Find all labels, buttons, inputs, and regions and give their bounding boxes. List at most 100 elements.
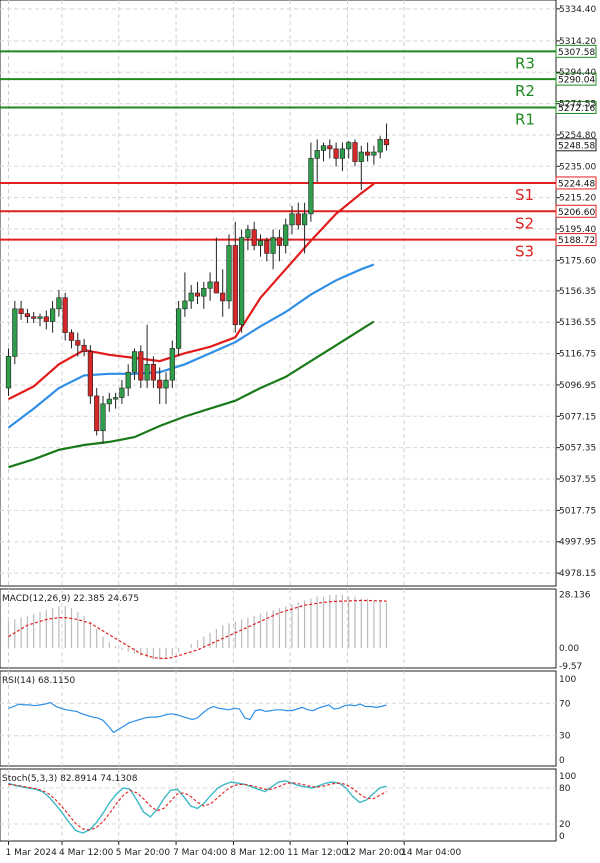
candle-body [131,351,138,373]
level-value-r1: 5272.16 [558,104,595,114]
time-axis: 1 Mar 2024 4 Mar 12:00 5 Mar 20:00 7 Mar 04… [6,841,462,858]
macd-tick-label: 28.136 [559,591,591,601]
stoch-tick-label: 100 [559,772,576,782]
level-value-s1: 5224.48 [558,179,595,189]
candle-body [239,237,245,325]
candle-body [371,151,377,156]
candle-body [62,297,68,333]
price-tick-label: 5136.55 [559,318,596,328]
candle-body [87,351,93,397]
rsi-panel: RSI(14) 68.1150 100 70 30 0 [0,675,576,766]
candle-body [68,332,75,341]
pivot-levels: R3 5307.58 R2 5290.04 R1 5272.16 S1 5224.48 S2 52… [0,44,597,261]
candle-body [5,356,12,389]
level-name-r3: R3 [515,54,535,72]
candle-body [314,150,320,159]
candle-body [226,245,232,302]
price-tick-label: 5037.55 [559,475,596,485]
candle-body [12,308,18,357]
level-tag [555,100,597,114]
candle-body [157,379,163,389]
level-value-s2: 5206.60 [558,208,595,218]
stoch-panel: Stoch(5,3,3) 82.8914 74.1308 100 80 20 0 [0,772,576,842]
time-label: 14 Mar 04:00 [401,848,461,858]
candle-body [138,351,144,381]
rsi-tick-label: 70 [559,699,571,709]
candle-body [383,139,390,146]
macd-label: MACD(12,26,9) 22.385 24.675 [2,594,139,604]
candlesticks [5,123,390,444]
price-tick-label: 5077.15 [559,412,596,422]
price-tick-label: 5235.00 [559,162,596,172]
price-axis: 5334.40 5314.20 5294.40 5274.55 5254.80 5235.… [556,5,596,579]
price-tick-label: 5175.60 [559,256,596,266]
candle-body [207,281,213,289]
level-name-s3: S3 [515,243,534,261]
candle-body [364,151,371,156]
candle-body [18,308,24,314]
candle-body [194,292,201,297]
time-label: 12 Mar 20:00 [344,848,404,858]
candle-body [213,281,220,294]
candle-body [119,387,125,398]
candle-body [188,292,194,302]
rsi-tick-label: 100 [559,675,576,685]
candle-body [377,139,383,153]
ma-line-ma50 [7,263,375,429]
candle-body [352,142,358,162]
candle-body [56,297,62,310]
current-price-value: 5248.58 [558,141,595,151]
candle-body [251,229,257,246]
macd-panel: MACD(12,26,9) 22.385 24.675 28.136 0.00 -9… [2,591,591,673]
level-name-r1: R1 [515,110,535,128]
candle-body [94,395,100,432]
candle-body [113,397,119,400]
moving-averages [7,182,375,469]
candle-body [283,224,289,246]
stoch-k-line [8,780,387,834]
current-price-tag [555,138,597,152]
stoch-tick-label: 0 [559,832,565,842]
level-tag [555,233,597,247]
stoch-tick-label: 80 [559,784,571,794]
panel-frame [0,588,557,669]
level-value-r2: 5290.04 [558,76,595,86]
stoch-tick-label: 20 [559,820,571,830]
level-name-s2: S2 [515,214,534,232]
candle-body [264,240,270,254]
candle-body [176,308,182,349]
candle-body [245,229,251,238]
price-tick-label: 5314.20 [559,37,596,47]
candle-body [100,403,106,432]
candle-body [257,240,264,246]
candle-body [339,148,346,159]
time-label: 5 Mar 20:00 [116,848,171,858]
candle-body [201,287,207,297]
rsi-line [8,701,387,734]
time-label: 4 Mar 12:00 [59,848,114,858]
candle-body [75,340,81,346]
price-tick-label: 5274.55 [559,100,596,110]
level-tag [555,44,597,58]
price-tick-label: 4997.95 [559,538,596,548]
candle-body [301,213,308,226]
candle-body [43,316,49,322]
level-tag [555,204,597,218]
ma-line-ma20 [8,182,375,401]
price-tick-label: 4978.15 [559,569,596,579]
macd-tick-label: 0.00 [559,644,579,654]
time-label: 8 Mar 12:00 [230,848,285,858]
candle-body [270,237,276,254]
candle-body [346,142,352,150]
candle-body [220,292,226,302]
candle-body [289,213,295,226]
macd-tick-label: -9.57 [559,662,582,672]
candle-body [163,379,169,389]
price-tick-label: 5254.80 [559,131,596,141]
candle-body [276,237,283,246]
candle-body [333,148,339,159]
panel-frame [0,0,557,587]
stoch-label: Stoch(5,3,3) 82.8914 74.1308 [2,774,138,784]
candle-body [31,316,37,319]
candle-body [327,145,333,150]
